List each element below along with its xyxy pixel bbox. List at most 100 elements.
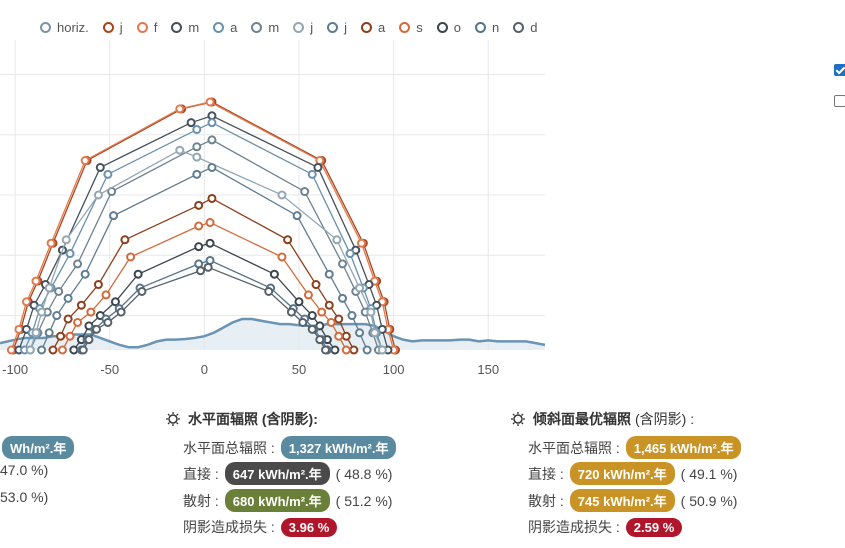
sun-path-line	[18, 115, 389, 351]
sun-path-point	[207, 135, 217, 145]
mid-loss-row: 阴影造成损失 : 3.96 %	[183, 517, 343, 537]
right-diffuse-pill: 745 kWh/m².年	[569, 489, 675, 512]
sun-path-point	[46, 238, 56, 248]
sun-path-point	[133, 269, 143, 279]
sun-path-point	[307, 169, 317, 179]
legend-marker	[436, 21, 448, 33]
legend-label: horiz.	[57, 19, 89, 35]
mid-direct-pill: 647 kWh/m².年	[224, 462, 330, 485]
sun-path-point	[57, 345, 67, 355]
left-direct-row: 47.0 %)	[0, 462, 48, 478]
legend-item[interactable]: s	[399, 20, 423, 35]
sun-path-point	[192, 169, 202, 179]
checkbox-option-2[interactable]	[834, 95, 845, 107]
legend-item[interactable]: n	[474, 19, 500, 35]
legend-label: m	[268, 19, 280, 35]
sun-path-point	[14, 324, 24, 334]
right-title-bold: 倾斜面最优辐照	[533, 411, 631, 427]
sun-path-point	[6, 345, 16, 355]
checkbox-option-1[interactable]	[834, 64, 845, 76]
sun-path-point	[355, 328, 365, 338]
sun-path-point	[101, 290, 111, 300]
sun-path-point	[338, 293, 348, 303]
sun-path-point	[362, 345, 372, 355]
mid-panel-title: 水平面辐照 (含阴影):	[166, 409, 318, 429]
sun-path-point	[286, 307, 296, 317]
legend-item[interactable]: o	[436, 19, 461, 35]
sun-path-point	[93, 280, 103, 290]
sun-icon	[511, 412, 525, 426]
legend-marker	[293, 21, 305, 33]
sun-path-point	[52, 311, 62, 321]
legend-label: n	[491, 19, 500, 35]
sun-path-point	[192, 125, 202, 135]
legend-label: j	[344, 19, 348, 35]
left-diffuse-percent: 53.0 %)	[0, 489, 49, 505]
sun-path-point	[377, 345, 387, 355]
sun-path-point	[326, 317, 336, 327]
sun-path-point	[175, 145, 185, 155]
sun-path-point	[110, 297, 120, 307]
legend-label: a	[378, 19, 386, 35]
legend-label: o	[453, 19, 461, 35]
right-diffuse-row: 散射 : 745 kWh/m².年 ( 50.9 %)	[528, 489, 737, 512]
sun-path-point	[92, 324, 102, 334]
x-tick-label: 100	[383, 362, 405, 377]
sun-path-point	[207, 118, 217, 128]
sun-path-point	[303, 290, 313, 300]
sun-path-point	[175, 104, 185, 114]
mid-total-label: 水平面总辐照 :	[183, 439, 275, 456]
legend-label: m	[188, 19, 200, 35]
sun-path-point	[56, 331, 66, 341]
mid-direct-percent: ( 48.8 %)	[335, 465, 393, 482]
mid-direct-row: 直接 : 647 kWh/m².年 ( 48.8 %)	[183, 462, 392, 485]
left-total-row: Wh/m².年	[0, 436, 80, 459]
sun-path-point	[269, 269, 279, 279]
sun-path-point	[366, 307, 376, 317]
sun-path-point	[80, 156, 90, 166]
legend-marker	[251, 21, 263, 33]
sun-path-point	[313, 162, 323, 172]
legend-marker	[474, 21, 486, 33]
legend-item[interactable]: j	[327, 20, 347, 35]
legend-item[interactable]: d	[513, 20, 537, 35]
right-direct-pill: 720 kWh/m².年	[569, 462, 675, 485]
sun-path-point	[196, 266, 206, 276]
sun-path-point	[86, 307, 96, 317]
x-tick-label: -100	[2, 362, 28, 377]
sun-path-point	[307, 311, 317, 321]
right-direct-label: 直接 :	[528, 465, 564, 482]
sun-path-point	[73, 317, 83, 327]
legend-item[interactable]: a	[213, 20, 237, 35]
sun-path-point	[116, 307, 126, 317]
mid-loss-pill: 3.96 %	[280, 517, 338, 537]
legend-item[interactable]: j	[102, 20, 123, 35]
sun-path-point	[324, 300, 334, 310]
legend-marker	[136, 21, 148, 33]
legend-item[interactable]: f	[136, 20, 157, 35]
legend-item[interactable]: j	[293, 20, 313, 35]
legend-item[interactable]: m	[171, 20, 199, 35]
sun-path-point	[80, 269, 90, 279]
mid-loss-label: 阴影造成损失 :	[183, 519, 275, 535]
legend-marker	[399, 21, 411, 33]
sun-path-point	[338, 259, 348, 269]
legend-marker	[102, 21, 114, 33]
sun-path-point	[355, 283, 365, 293]
mid-total-pill: 1,327 kWh/m².年	[280, 436, 397, 459]
sun-path-point	[356, 238, 366, 248]
legend-label: s	[416, 19, 423, 35]
horizon-line	[0, 317, 546, 349]
sun-path-point	[334, 331, 344, 341]
sun-path-point	[207, 193, 217, 203]
sun-path-point	[109, 211, 119, 221]
sun-path-point	[31, 276, 41, 286]
legend-item[interactable]: m	[251, 20, 279, 35]
sun-path-point	[37, 345, 47, 355]
sun-path-point	[307, 324, 317, 334]
legend-item[interactable]: horiz.	[40, 20, 89, 35]
sun-path-point	[300, 187, 310, 197]
sun-path-point	[48, 345, 58, 355]
legend-item[interactable]: a	[361, 20, 385, 35]
sun-path-point	[78, 345, 88, 355]
